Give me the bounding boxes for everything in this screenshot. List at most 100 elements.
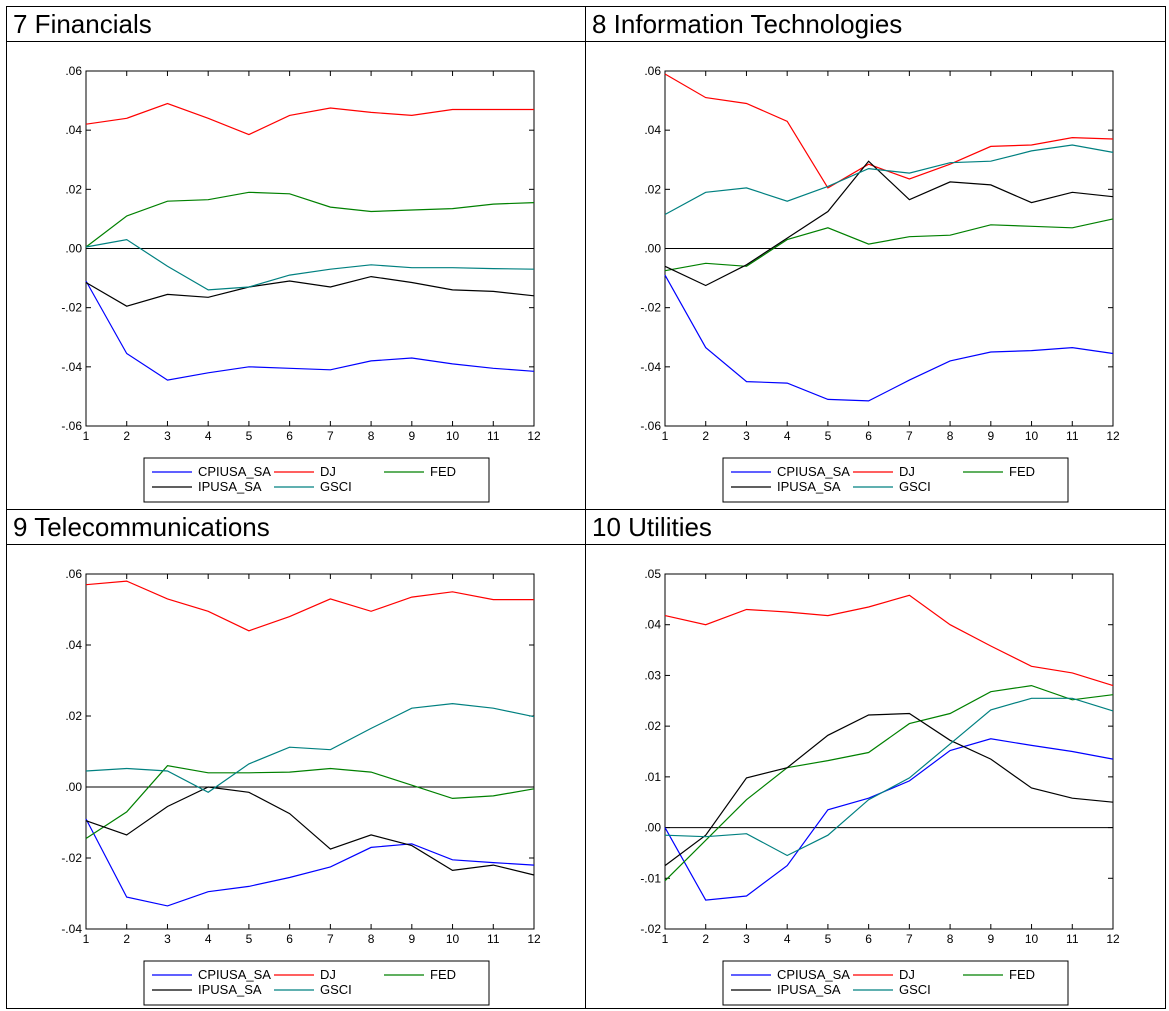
x-tick-label: 3 — [164, 429, 171, 443]
y-tick-label: .04 — [644, 123, 661, 137]
x-tick-label: 9 — [408, 932, 415, 946]
x-tick-label: 12 — [527, 932, 541, 946]
x-tick-label: 1 — [662, 429, 669, 443]
x-tick-label: 6 — [865, 429, 872, 443]
chart-grid: 7 Financials -.06 -.04 -.02.00.02.04.06 1 2 3 4… — [6, 6, 1166, 1009]
panel-title: 8 Information Technologies — [586, 7, 1165, 42]
legend-label: FED — [430, 967, 456, 982]
legend-label: IPUSA_SA — [777, 982, 841, 997]
y-tick-label: .05 — [644, 567, 661, 581]
x-tick-label: 3 — [743, 429, 750, 443]
y-tick-label: .04 — [644, 618, 661, 632]
legend: CPIUSA_SA DJ FED IPUSA_SA GSCI — [143, 457, 490, 503]
legend-label: FED — [430, 464, 456, 479]
series-line-cpiusa-sa — [664, 738, 1114, 901]
legend: CPIUSA_SA DJ FED IPUSA_SA GSCI — [722, 457, 1069, 503]
x-tick-label: 5 — [825, 429, 832, 443]
x-tick-label: 8 — [947, 429, 954, 443]
legend-label: GSCI — [320, 479, 352, 494]
x-tick-label: 2 — [123, 429, 130, 443]
y-tick-label: .01 — [644, 770, 661, 784]
y-tick-label: .06 — [644, 64, 661, 78]
y-tick-label: -.04 — [61, 922, 82, 936]
x-tick-label: 1 — [83, 429, 90, 443]
x-tick-label: 11 — [487, 932, 500, 946]
x-tick-label: 2 — [123, 932, 130, 946]
series-line-gsci — [664, 697, 1114, 857]
x-tick-label: 7 — [327, 932, 334, 946]
legend-box — [722, 457, 1069, 503]
series-line-gsci — [85, 702, 535, 794]
y-tick-label: .00 — [65, 242, 82, 256]
x-tick-label: 3 — [743, 932, 750, 946]
x-tick-label: 6 — [286, 932, 293, 946]
x-tick-label: 10 — [1025, 429, 1039, 443]
series-line-cpiusa-sa — [664, 274, 1114, 402]
y-tick-label: -.06 — [61, 419, 82, 433]
x-tick-label: 12 — [1106, 932, 1120, 946]
x-tick-label: 4 — [205, 429, 212, 443]
series-line-fed — [85, 765, 535, 840]
legend-label: CPIUSA_SA — [198, 967, 271, 982]
y-tick-label: .02 — [644, 182, 661, 196]
y-tick-label: -.06 — [640, 419, 661, 433]
legend: CPIUSA_SA DJ FED IPUSA_SA GSCI — [143, 960, 490, 1006]
x-tick-label: 10 — [446, 932, 460, 946]
y-tick-label: .00 — [644, 242, 661, 256]
x-tick-label: 5 — [246, 429, 253, 443]
y-tick-label: .03 — [644, 668, 661, 682]
y-tick-label: .02 — [644, 719, 661, 733]
x-tick-label: 8 — [947, 932, 954, 946]
x-tick-label: 11 — [487, 429, 500, 443]
y-tick-label: .02 — [65, 182, 82, 196]
panel-title: 7 Financials — [7, 7, 585, 42]
legend-label: FED — [1009, 464, 1035, 479]
legend-label: IPUSA_SA — [198, 982, 262, 997]
y-tick-label: -.04 — [640, 360, 661, 374]
x-tick-label: 12 — [527, 429, 541, 443]
y-tick-label: .04 — [65, 638, 82, 652]
legend-label: DJ — [899, 464, 915, 479]
legend-box — [143, 960, 490, 1006]
x-tick-label: 1 — [83, 932, 90, 946]
legend-label: GSCI — [320, 982, 352, 997]
series-line-fed — [664, 684, 1114, 882]
y-tick-label: -.02 — [61, 301, 82, 315]
legend-label: CPIUSA_SA — [777, 967, 850, 982]
series-line-fed — [85, 191, 535, 248]
line-chart: -.06-.04-.02.00.02.04.061 2 3 4 5 6 7 8 9 10 11 12C… — [61, 64, 541, 503]
series-line-dj — [664, 594, 1114, 687]
y-tick-label: -.02 — [61, 851, 82, 865]
y-tick-label: .04 — [65, 123, 82, 137]
y-tick-label: -.02 — [640, 301, 661, 315]
series-line-ipusa-sa — [664, 160, 1114, 287]
x-tick-label: 2 — [702, 932, 709, 946]
y-tick-label: .06 — [65, 64, 82, 78]
plot-frame — [85, 573, 535, 930]
x-tick-label: 7 — [906, 429, 913, 443]
x-tick-label: 5 — [246, 932, 253, 946]
legend-label: FED — [1009, 967, 1035, 982]
legend-label: IPUSA_SA — [198, 479, 262, 494]
series-line-ipusa-sa — [85, 786, 535, 876]
legend-label: DJ — [320, 464, 336, 479]
plot-frame — [664, 573, 1114, 930]
series-line-gsci — [85, 238, 535, 291]
x-tick-label: 8 — [368, 932, 375, 946]
x-tick-label: 2 — [702, 429, 709, 443]
line-chart: -.02-.01.00.01.02.03.04.051 2 3 4 5 6 7 8 9 10 11 1… — [640, 567, 1120, 1006]
legend-label: DJ — [320, 967, 336, 982]
x-tick-label: 12 — [1106, 429, 1120, 443]
series-line-ipusa-sa — [85, 275, 535, 307]
series-line-gsci — [664, 144, 1114, 216]
y-tick-label: .06 — [65, 567, 82, 581]
panel-1: 7 Financials -.06 -.04 -.02.00.02.04.06 1 2 3 4… — [6, 6, 586, 510]
x-tick-label: 4 — [784, 932, 791, 946]
legend-box — [143, 457, 490, 503]
x-tick-label: 9 — [987, 932, 994, 946]
x-tick-label: 11 — [1066, 429, 1079, 443]
panel-title: 9 Telecommunications — [7, 510, 585, 545]
x-tick-label: 1 — [662, 932, 669, 946]
x-tick-label: 5 — [825, 932, 832, 946]
x-tick-label: 9 — [987, 429, 994, 443]
